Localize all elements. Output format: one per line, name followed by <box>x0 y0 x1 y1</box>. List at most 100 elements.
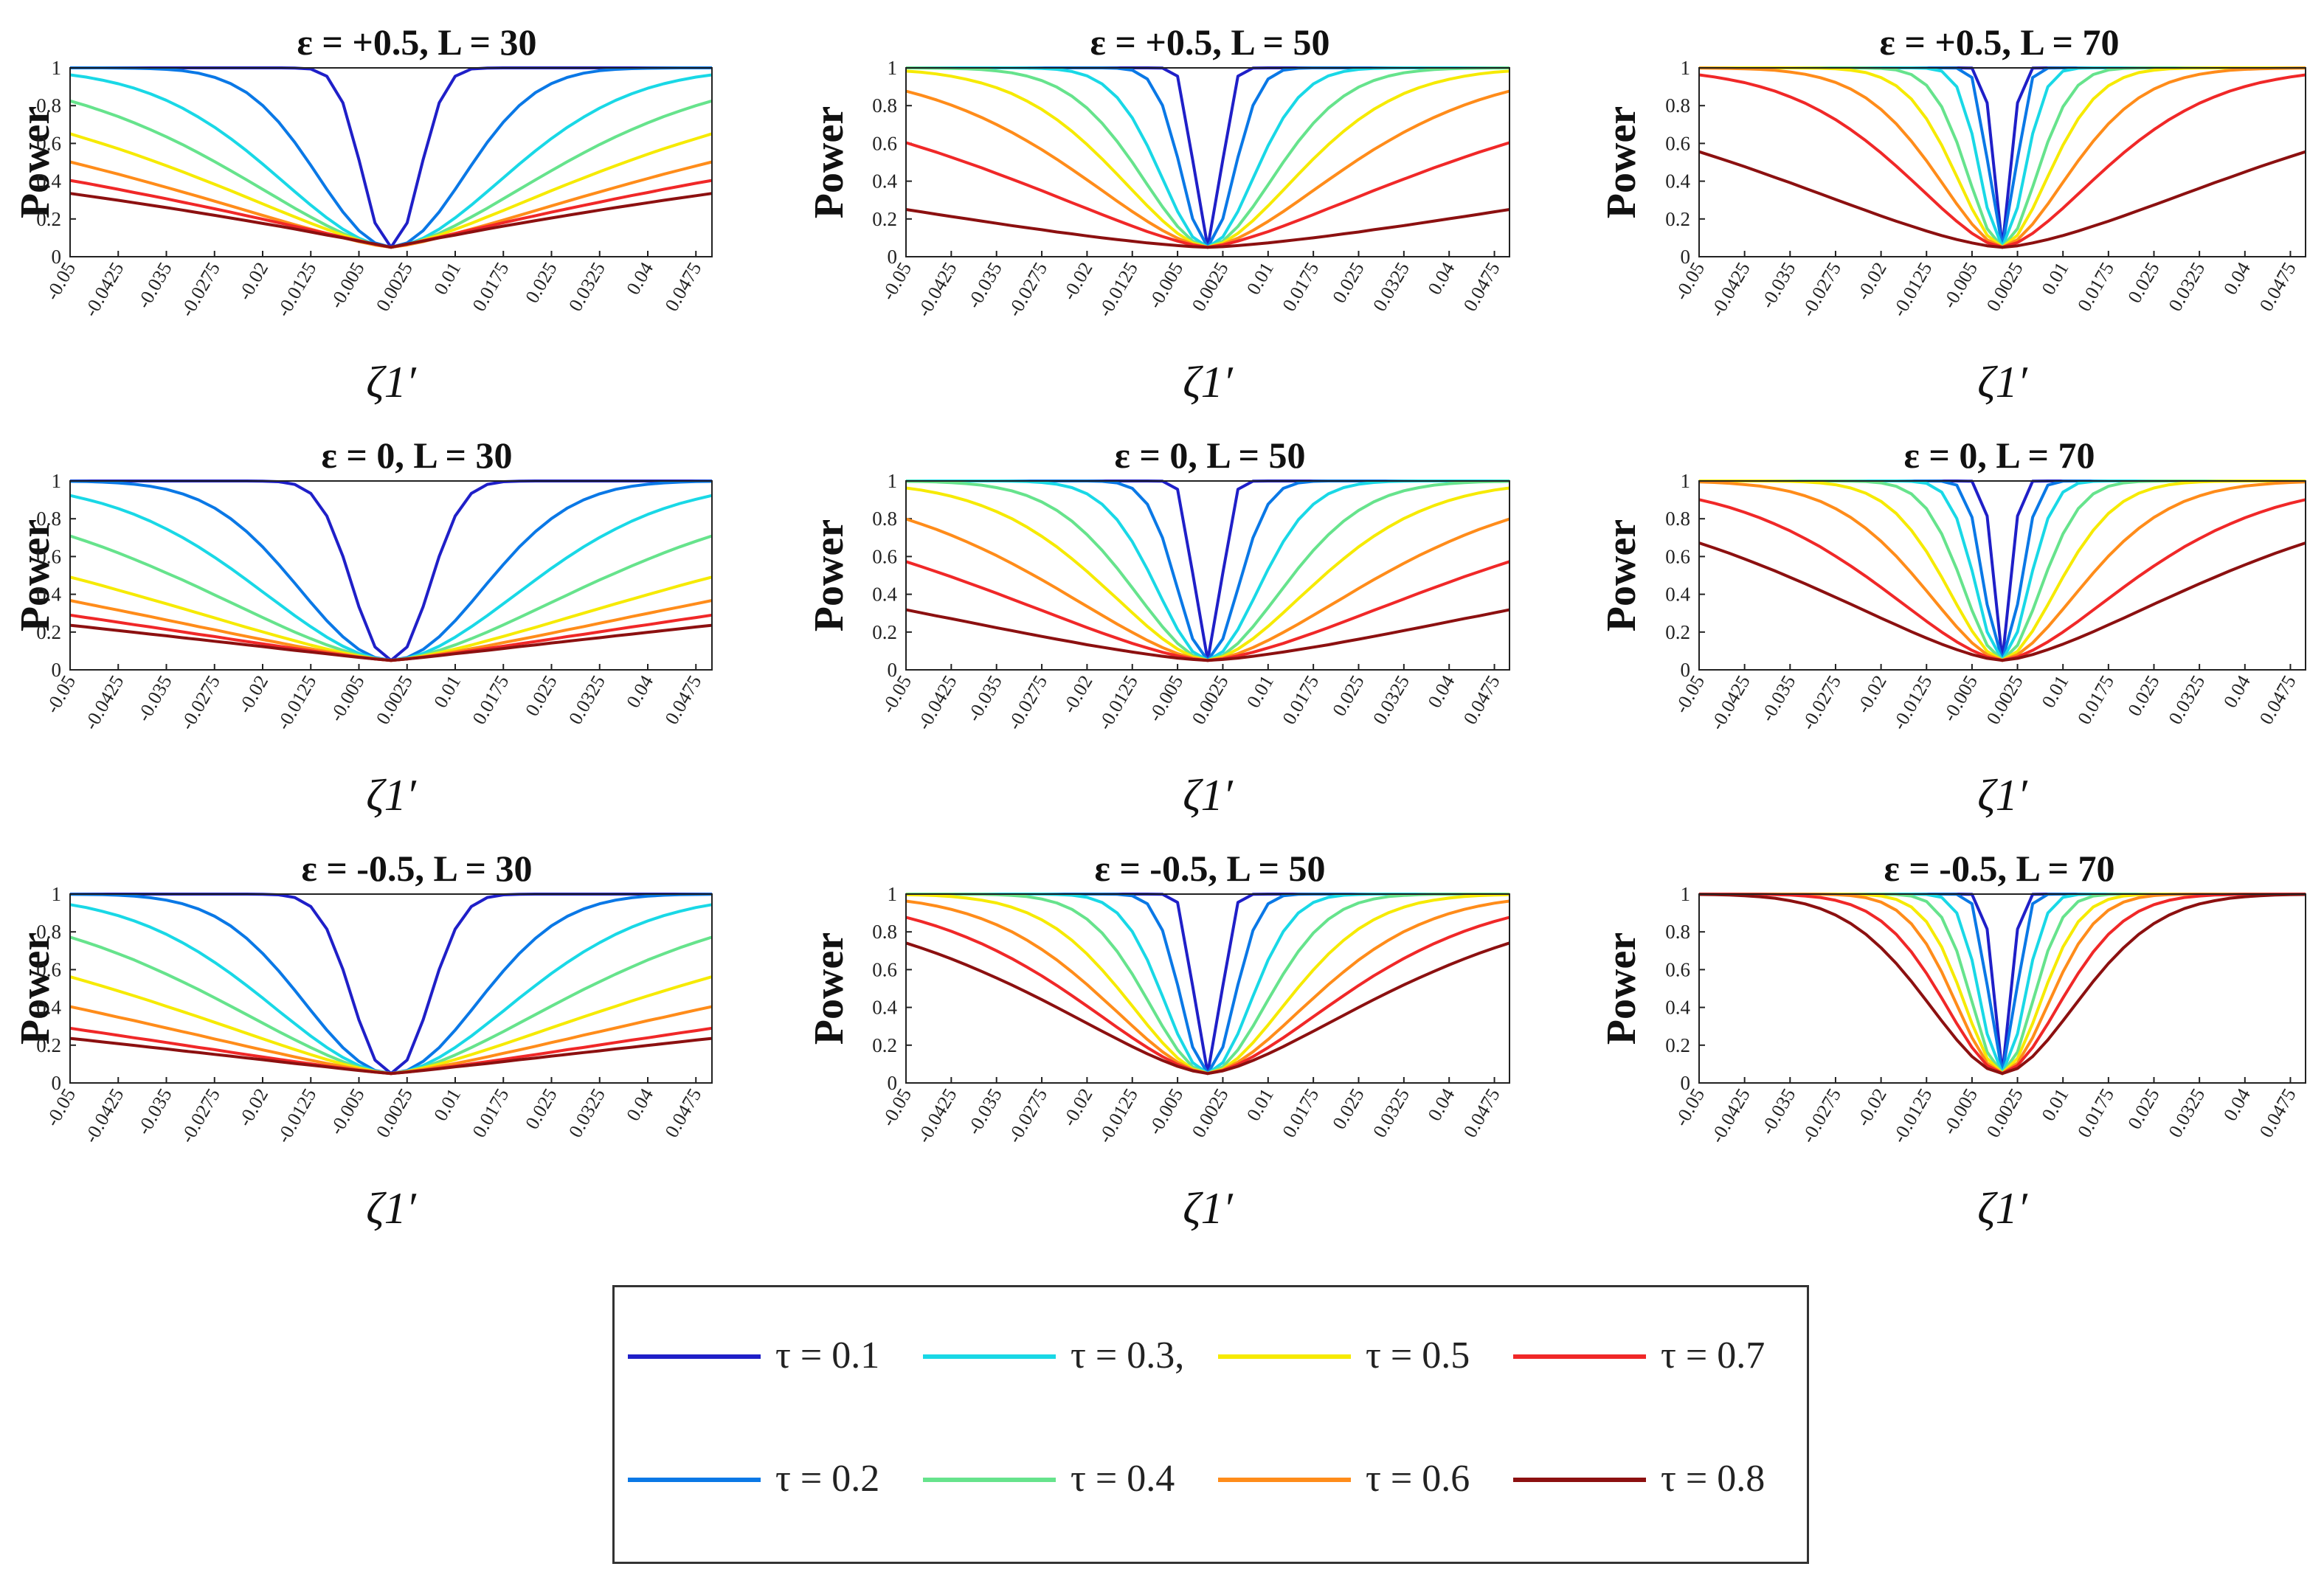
x-tick-label: 0.0175 <box>468 1085 513 1141</box>
x-tick-label: 0.04 <box>2219 1085 2255 1125</box>
y-tick-label: 0.4 <box>36 997 61 1019</box>
x-tick-label: 0.025 <box>521 259 561 307</box>
x-tick-label: -0.005 <box>1938 1085 1982 1139</box>
y-axis-label: Power <box>806 519 852 631</box>
x-tick-label: -0.0275 <box>176 672 224 734</box>
chart-title: ε = 0, L = 30 <box>322 435 513 476</box>
y-axis-label: Power <box>1599 932 1645 1045</box>
x-tick-label: -0.0425 <box>913 672 961 734</box>
series-line-tau-0-8 <box>69 623 713 662</box>
x-tick-label: 0.0325 <box>2164 259 2209 315</box>
plot-frame <box>69 67 713 257</box>
x-tick-label: 0.04 <box>2219 672 2255 712</box>
series-line-tau-0-1 <box>1699 480 2306 662</box>
series-line-tau-0-5 <box>69 975 713 1076</box>
y-tick-label: 0.6 <box>1665 958 1690 980</box>
x-tick-label: 0.0325 <box>2164 672 2209 728</box>
chart-title: ε = -0.5, L = 30 <box>301 848 532 889</box>
series-line-tau-0-1 <box>70 893 712 1076</box>
series-line-tau-0-5 <box>69 132 713 249</box>
x-tick-label: 0.0475 <box>1459 259 1504 315</box>
plot-frame <box>1698 480 2306 671</box>
x-tick-label: 0.0025 <box>372 672 417 728</box>
y-axis-label: Power <box>1599 519 1645 631</box>
x-tick-label: 0.025 <box>1328 259 1368 307</box>
x-tick-label: -0.005 <box>325 1085 369 1139</box>
x-tick-label: 0.0025 <box>1982 259 2027 315</box>
y-tick-label: 0.2 <box>872 621 897 643</box>
x-tick-label: 0.0175 <box>2073 1085 2118 1141</box>
x-tick-label: 0.01 <box>429 1085 465 1125</box>
x-tick-label: -0.005 <box>1144 259 1188 313</box>
x-axis-label: ζ1′ <box>366 771 416 820</box>
series-line-tau-0-2 <box>1699 66 2306 249</box>
series-line-tau-0-8 <box>905 608 1510 662</box>
series-line-tau-0-8 <box>1698 893 2306 1076</box>
x-tick-label: -0.0425 <box>1706 259 1754 321</box>
x-tick-label: 0.04 <box>622 259 657 299</box>
series-line-tau-0-3 <box>906 893 1509 1076</box>
series-line-tau-0-1 <box>70 480 712 662</box>
x-tick-label: -0.0125 <box>1094 259 1142 321</box>
plot-frame <box>69 893 713 1084</box>
x-tick-label: 0.025 <box>521 1085 561 1133</box>
x-tick-label: -0.0275 <box>1003 672 1051 734</box>
x-axis-label: ζ1′ <box>1183 358 1233 406</box>
x-tick-label: 0.01 <box>1242 672 1278 712</box>
x-tick-label: 0.0175 <box>2073 672 2118 728</box>
y-tick-label: 1 <box>1681 57 1691 79</box>
x-tick-label: -0.035 <box>1757 672 1800 726</box>
x-tick-label: 0.0475 <box>661 1085 706 1141</box>
x-axis-label: ζ1′ <box>366 358 416 406</box>
x-tick-label: 0.0025 <box>1982 1085 2027 1141</box>
x-axis-label: ζ1′ <box>1183 1184 1233 1233</box>
legend-label: τ = 0.2 <box>775 1458 880 1500</box>
y-tick-label: 0.6 <box>36 545 61 567</box>
legend-label: τ = 0.4 <box>1071 1458 1175 1500</box>
series-line-tau-0-1 <box>906 893 1509 1076</box>
y-tick-label: 1 <box>888 470 898 492</box>
y-tick-label: 0.4 <box>872 170 897 193</box>
series-line-tau-0-6 <box>1698 66 2306 249</box>
series-line-tau-0-3 <box>906 480 1509 662</box>
x-tick-label: 0.0025 <box>372 1085 417 1141</box>
x-tick-label: 0.0475 <box>661 672 706 728</box>
series-line-tau-0-2 <box>69 480 713 662</box>
x-tick-label: 0.0325 <box>564 1085 609 1141</box>
y-axis-label: Power <box>13 519 58 631</box>
x-tick-label: -0.0275 <box>176 259 224 321</box>
series-line-tau-0-8 <box>905 941 1510 1076</box>
series-line-tau-0-7 <box>69 613 713 662</box>
x-tick-label: 0.0325 <box>1369 259 1414 315</box>
legend-line-tau-0-4 <box>923 1478 1056 1482</box>
x-tick-label: 0.04 <box>1424 672 1459 712</box>
series-line-tau-0-8 <box>905 208 1510 249</box>
x-tick-label: -0.0125 <box>1094 1085 1142 1147</box>
legend-line-tau-0-7 <box>1513 1354 1646 1359</box>
legend-line-tau-0-2 <box>628 1478 761 1482</box>
chart-panel-p_0_70: ε = 0, L = 70Power00.20.40.60.81-0.05-0.… <box>1599 435 2306 820</box>
series-line-tau-0-7 <box>905 915 1510 1076</box>
x-tick-label: -0.005 <box>1144 1085 1188 1139</box>
plot-frame <box>69 480 713 671</box>
x-tick-label: 0.0175 <box>468 672 513 728</box>
y-tick-label: 0 <box>1681 1072 1691 1094</box>
series-line-tau-0-1 <box>906 66 1509 249</box>
y-tick-label: 0.8 <box>36 508 61 530</box>
series-line-tau-0-4 <box>1699 480 2306 662</box>
x-tick-label: 0.0325 <box>1369 672 1414 728</box>
series-line-tau-0-2 <box>906 893 1509 1076</box>
series-line-tau-0-1 <box>70 66 712 249</box>
y-tick-label: 0.4 <box>1665 170 1690 193</box>
y-tick-label: 0.6 <box>36 132 61 154</box>
series-line-tau-0-6 <box>1699 893 2306 1076</box>
x-tick-label: 0.0475 <box>1459 1085 1504 1141</box>
x-tick-label: -0.035 <box>1757 1085 1800 1139</box>
x-tick-label: -0.0425 <box>1706 1085 1754 1147</box>
legend: τ = 0.1 τ = 0.3, τ = 0.5 τ = 0.7 τ = 0.2… <box>612 1285 1809 1564</box>
x-tick-label: -0.0275 <box>1797 1085 1845 1147</box>
y-tick-label: 1 <box>888 883 898 905</box>
x-tick-label: 0.0025 <box>372 259 417 315</box>
series-line-tau-0-4 <box>69 534 713 662</box>
x-tick-label: -0.005 <box>325 259 369 313</box>
